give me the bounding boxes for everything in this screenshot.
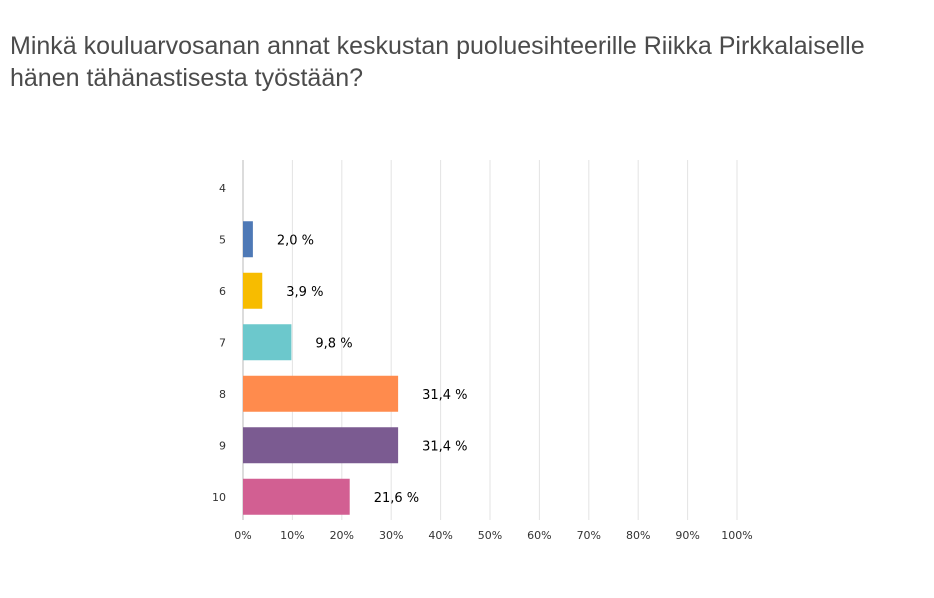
value-label: 21,6 % xyxy=(374,491,419,506)
x-tick-label: 30% xyxy=(379,529,403,542)
x-tick-label: 0% xyxy=(234,529,251,542)
x-tick-label: 80% xyxy=(626,529,650,542)
value-label: 9,8 % xyxy=(315,336,352,351)
category-label: 8 xyxy=(219,388,226,401)
x-tick-label: 10% xyxy=(280,529,304,542)
category-labels: 4 5 6 7 8 9 10 xyxy=(212,182,226,504)
bar-7 xyxy=(243,324,292,361)
bar-6 xyxy=(243,272,263,309)
category-label: 10 xyxy=(212,491,226,504)
x-tick-label: 20% xyxy=(330,529,354,542)
bar-9 xyxy=(243,427,399,464)
x-tick-label: 70% xyxy=(577,529,601,542)
category-label: 5 xyxy=(219,233,226,246)
category-label: 4 xyxy=(219,182,226,195)
x-tick-label: 60% xyxy=(527,529,551,542)
value-label: 2,0 % xyxy=(277,233,314,248)
category-label: 7 xyxy=(219,336,226,349)
x-tick-label: 100% xyxy=(721,529,752,542)
value-label: 31,4 % xyxy=(422,388,467,403)
x-tick-label: 40% xyxy=(428,529,452,542)
value-label: 31,4 % xyxy=(422,439,467,454)
value-labels: 2,0 % 3,9 % 9,8 % 31,4 % 31,4 % 21,6 % xyxy=(277,233,468,506)
category-label: 9 xyxy=(219,439,226,452)
bar-5 xyxy=(243,221,253,258)
x-tick-label: 50% xyxy=(478,529,502,542)
bars xyxy=(243,221,399,515)
bar-8 xyxy=(243,375,399,412)
question-title: Minkä kouluarvosanan annat keskustan puo… xyxy=(10,32,865,92)
x-tick-labels: 0% 10% 20% 30% 40% 50% 60% 70% 80% 90% 100% xyxy=(234,529,752,542)
category-label: 6 xyxy=(219,285,226,298)
x-tick-label: 90% xyxy=(675,529,699,542)
bar-10 xyxy=(243,478,350,515)
value-label: 3,9 % xyxy=(286,285,323,300)
